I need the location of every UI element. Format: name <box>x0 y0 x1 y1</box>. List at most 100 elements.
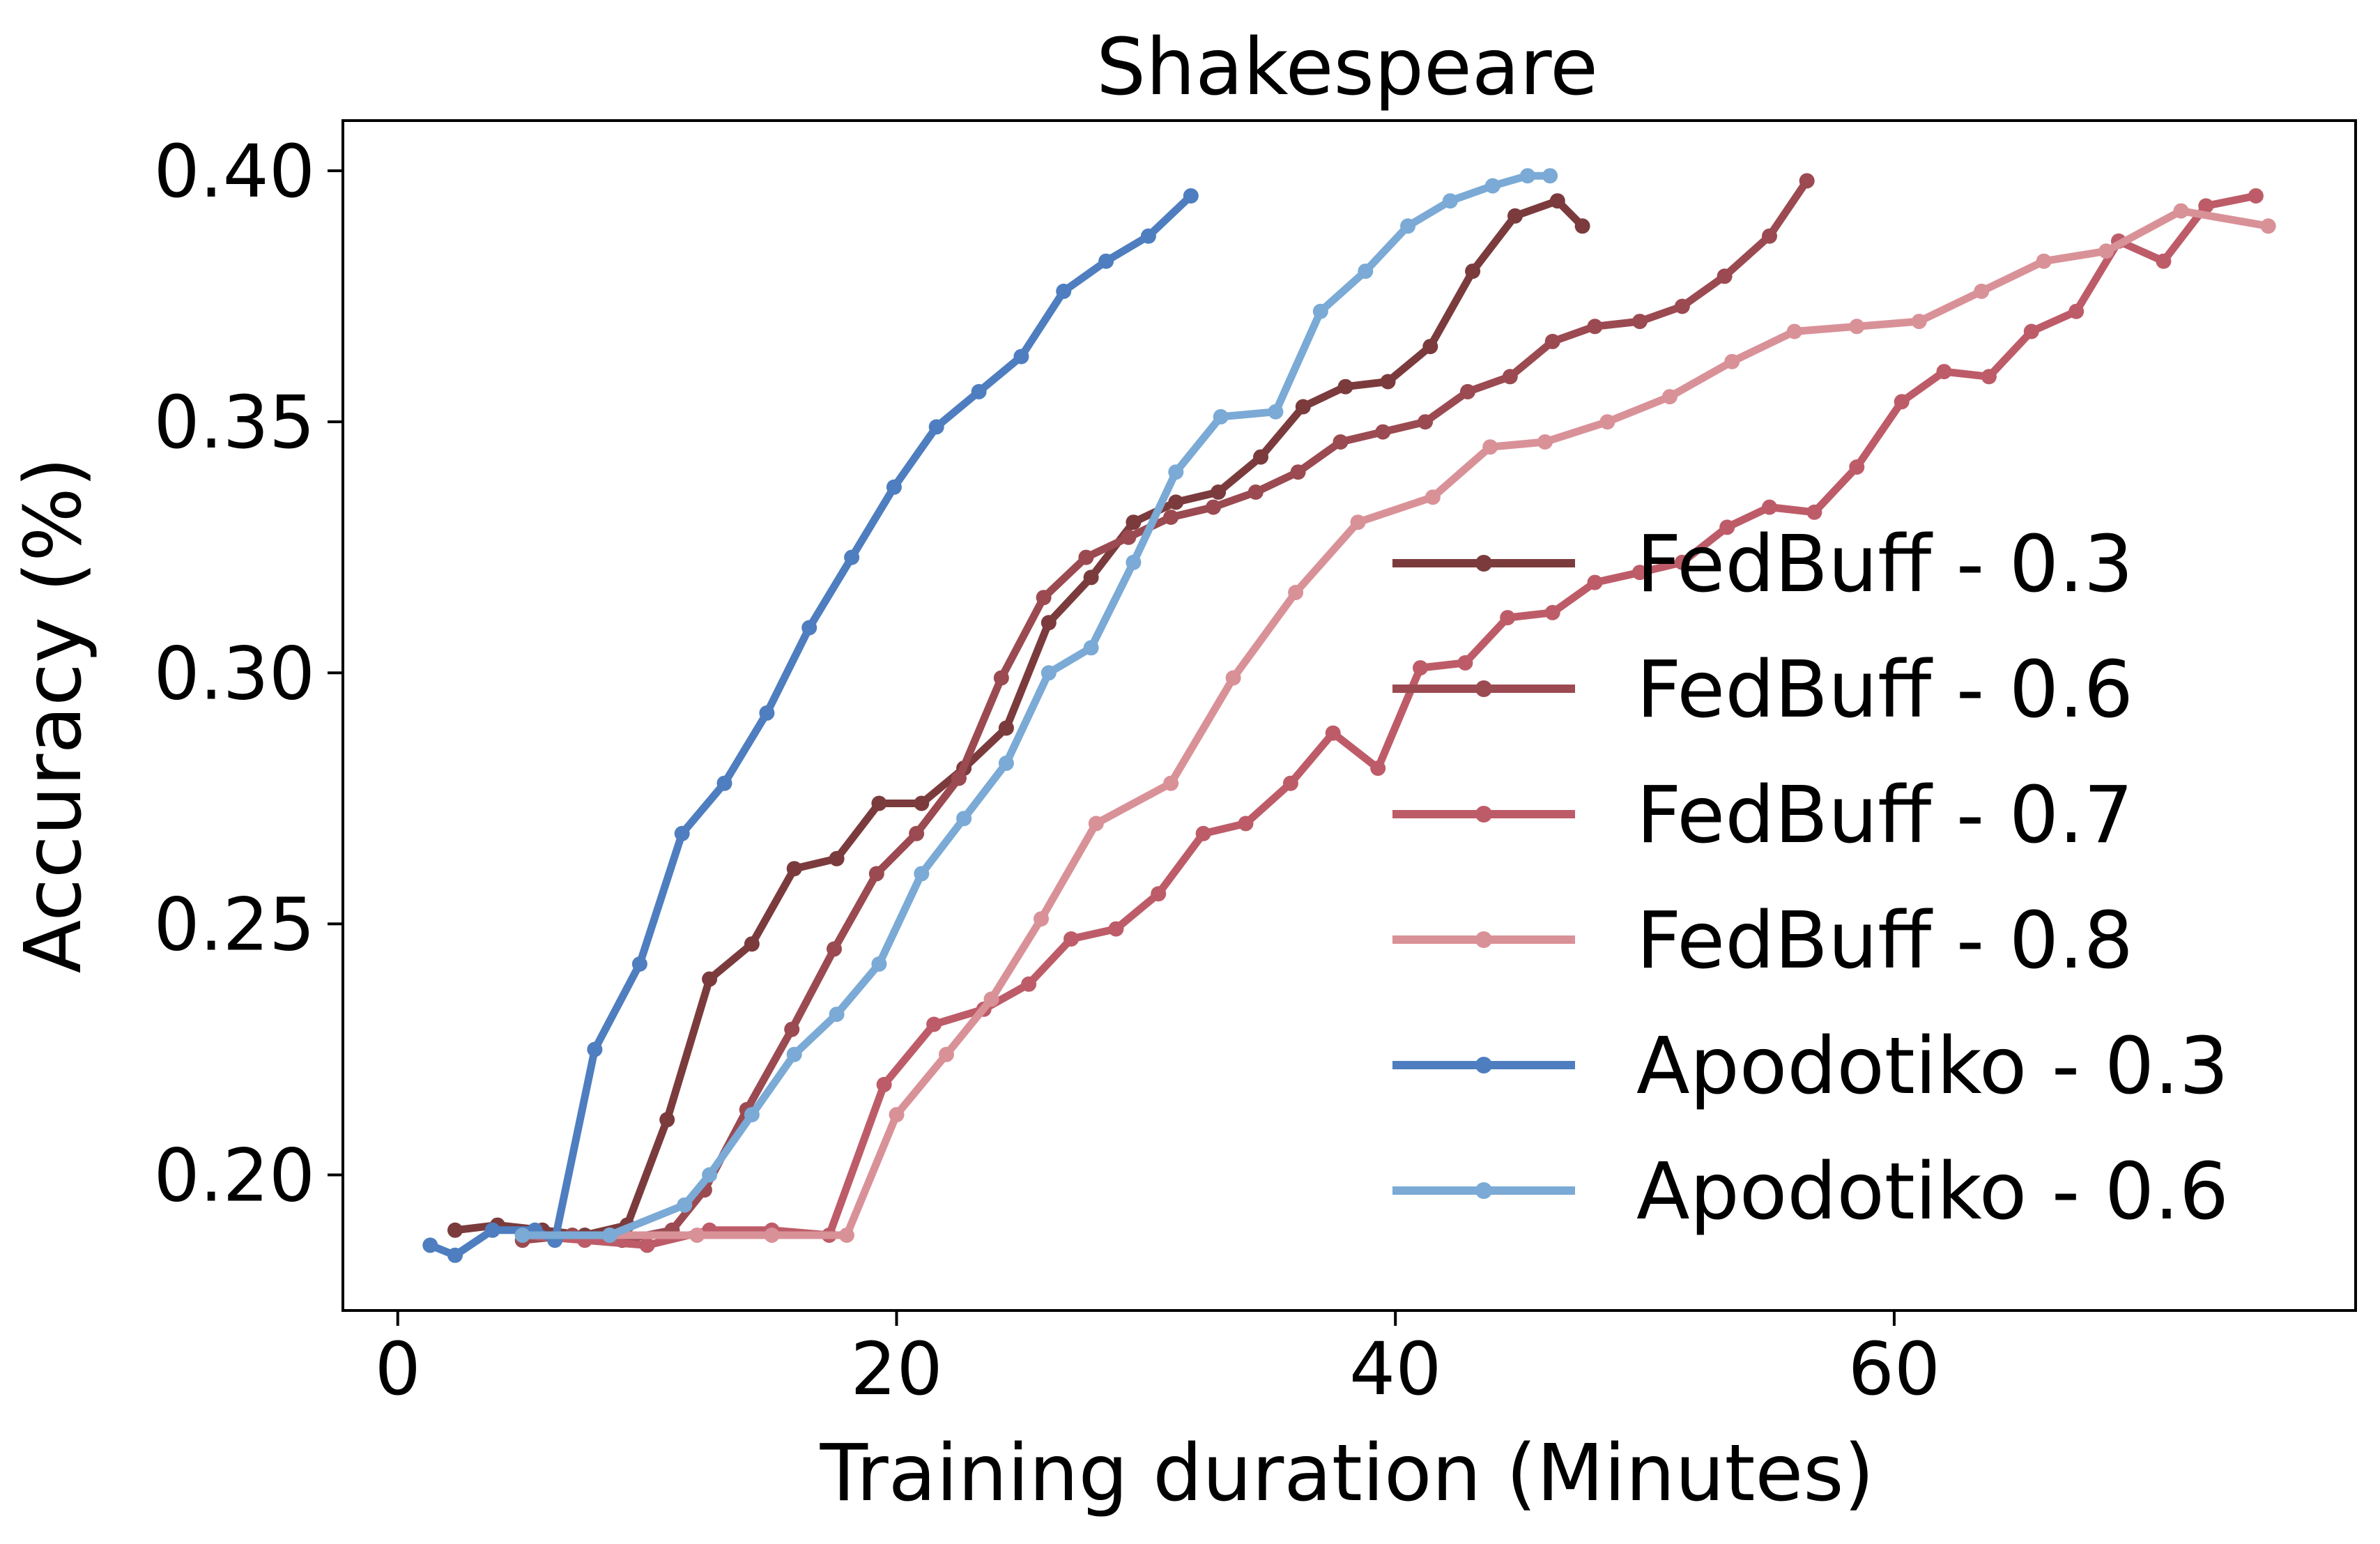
data-point <box>659 1112 675 1128</box>
y-tick-label: 0.40 <box>153 129 315 214</box>
data-point <box>1253 449 1268 465</box>
data-point <box>422 1237 438 1253</box>
y-axis: 0.20 0.25 0.30 0.35 0.40 <box>153 129 343 1218</box>
legend-label: FedBuff - 0.3 <box>1636 519 2133 610</box>
data-point <box>1507 208 1523 224</box>
legend-marker <box>1475 680 1492 697</box>
data-point <box>1894 394 1910 410</box>
legend-item-apodotiko-0-6: Apodotiko - 0.6 <box>1392 1147 2229 1237</box>
data-point <box>484 1222 500 1238</box>
series-line-fedbuff-0-6 <box>519 176 1811 1244</box>
y-tick-label: 0.30 <box>153 631 315 716</box>
data-point <box>702 971 718 987</box>
data-point <box>1632 565 1648 581</box>
data-point <box>1786 323 1802 339</box>
data-point <box>2260 218 2276 234</box>
data-point <box>759 705 775 721</box>
data-point <box>1482 439 1498 455</box>
data-point <box>1418 414 1434 430</box>
data-point <box>914 795 930 811</box>
data-point <box>1400 218 1416 234</box>
data-point <box>1206 499 1221 515</box>
data-point <box>1282 775 1298 791</box>
data-point <box>914 866 930 882</box>
data-point <box>1333 434 1349 450</box>
data-point <box>2156 253 2172 269</box>
data-point <box>951 770 967 786</box>
data-point <box>844 549 860 565</box>
data-point <box>1762 228 1777 244</box>
data-point <box>1078 549 1094 565</box>
data-point <box>689 1228 705 1243</box>
data-point <box>2248 188 2264 204</box>
legend-marker <box>1475 1182 1492 1199</box>
series-fedbuff-0-8 <box>601 203 2276 1243</box>
data-point <box>1425 489 1441 505</box>
data-point <box>1195 825 1211 841</box>
data-point <box>1442 193 1458 209</box>
data-point <box>1632 314 1648 330</box>
data-point <box>838 1228 854 1243</box>
data-point <box>1036 590 1052 606</box>
data-point <box>1108 921 1124 937</box>
data-point <box>784 1021 800 1037</box>
data-point <box>829 850 845 866</box>
data-point <box>1126 554 1142 570</box>
x-tick-label: 20 <box>850 1327 942 1412</box>
data-point <box>1238 816 1254 832</box>
data-point <box>1126 514 1142 530</box>
data-point <box>1599 414 1615 430</box>
series-fedbuff-0-6 <box>514 173 1815 1248</box>
y-axis-label: Accuracy (%) <box>8 457 99 974</box>
data-point <box>786 861 802 877</box>
series-apodotiko-0-3 <box>422 188 1199 1263</box>
legend-label: Apodotiko - 0.3 <box>1636 1021 2229 1112</box>
y-tick-label: 0.35 <box>153 380 315 465</box>
data-point <box>1163 775 1179 791</box>
data-point <box>1083 640 1099 656</box>
data-point <box>1674 298 1690 314</box>
data-point <box>1151 886 1167 902</box>
data-point <box>1098 253 1114 269</box>
data-point <box>2173 203 2189 219</box>
data-point <box>1288 585 1304 600</box>
y-tick-label: 0.20 <box>153 1133 315 1218</box>
data-point <box>631 956 647 972</box>
data-point <box>744 1107 760 1123</box>
data-point <box>1799 173 1815 189</box>
plot-frame <box>341 119 2357 1312</box>
data-point <box>1422 339 1438 355</box>
data-point <box>939 1046 954 1062</box>
chart-title: Shakespeare <box>1096 22 1598 113</box>
data-point <box>1056 283 1072 299</box>
data-point <box>1163 510 1179 525</box>
data-point <box>1041 665 1057 681</box>
data-point <box>2068 303 2085 319</box>
x-axis: 0 20 40 60 <box>375 1310 1940 1412</box>
data-point <box>1724 353 1740 369</box>
data-point <box>1587 574 1603 590</box>
data-point <box>1549 193 1565 209</box>
data-point <box>886 479 902 495</box>
series-apodotiko-0-6 <box>514 168 1558 1243</box>
legend-label: FedBuff - 0.8 <box>1636 896 2133 986</box>
data-point <box>868 866 884 882</box>
x-tick-label: 40 <box>1349 1327 1441 1412</box>
data-point <box>639 1237 655 1253</box>
data-point <box>1574 218 1590 234</box>
data-point <box>1337 379 1353 395</box>
data-point <box>2036 253 2052 269</box>
data-point <box>1168 494 1184 510</box>
legend-item-fedbuff-0-8: FedBuff - 0.8 <box>1392 896 2133 986</box>
data-point <box>1358 263 1374 280</box>
data-point <box>1013 349 1029 365</box>
x-tick-label: 0 <box>375 1327 421 1412</box>
data-point <box>1290 464 1306 480</box>
data-point <box>1083 570 1099 586</box>
data-point <box>674 825 690 841</box>
data-point <box>1806 504 1822 520</box>
data-point <box>601 1228 617 1243</box>
legend-marker <box>1475 931 1492 948</box>
x-tick-label: 60 <box>1848 1327 1940 1412</box>
